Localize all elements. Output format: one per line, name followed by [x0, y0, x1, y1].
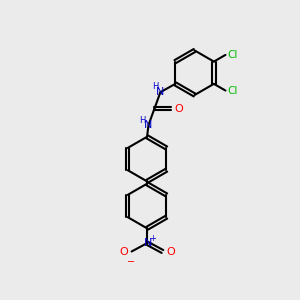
Text: Cl: Cl	[227, 50, 237, 60]
Text: Cl: Cl	[227, 85, 237, 96]
Text: −: −	[127, 257, 135, 267]
Text: O: O	[119, 247, 128, 256]
Text: H: H	[140, 116, 146, 125]
Text: N: N	[144, 120, 153, 130]
Text: O: O	[166, 247, 175, 256]
Text: H: H	[152, 82, 158, 91]
Text: +: +	[149, 234, 156, 243]
Text: N: N	[156, 87, 165, 97]
Text: O: O	[174, 103, 183, 113]
Text: N: N	[143, 238, 152, 248]
